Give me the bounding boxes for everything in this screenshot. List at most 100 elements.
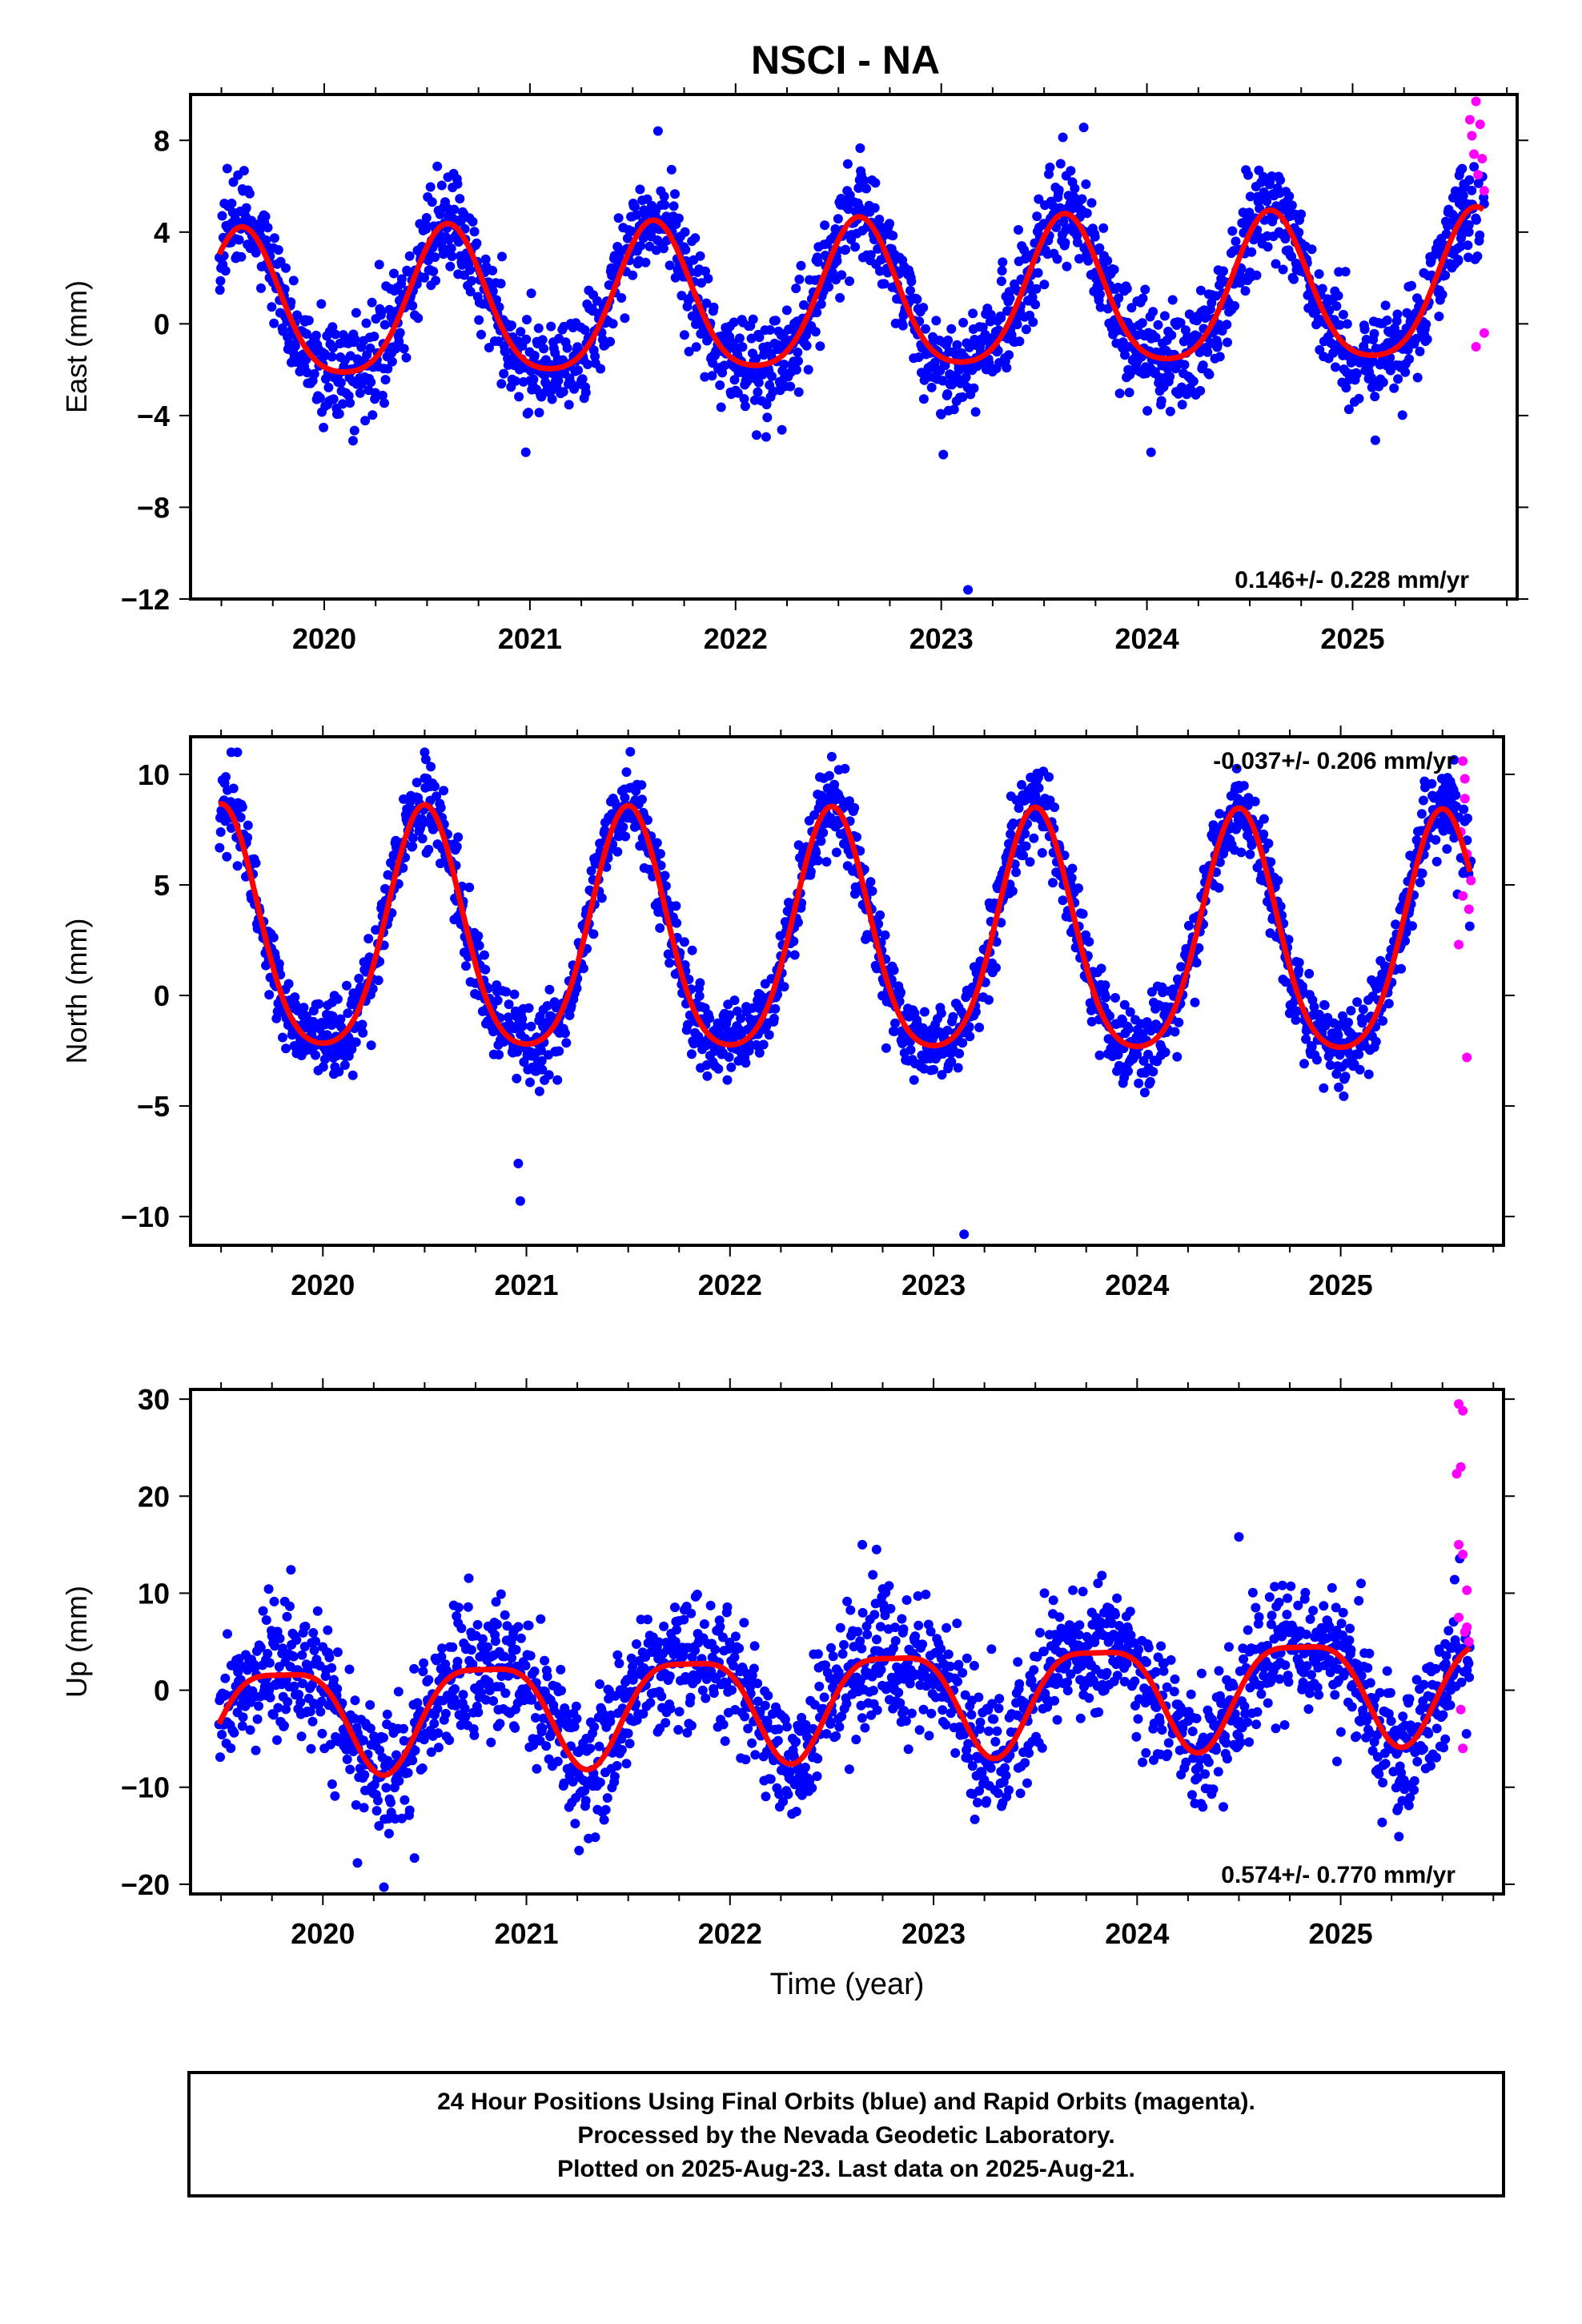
final-point bbox=[244, 188, 255, 199]
final-point bbox=[522, 315, 532, 325]
final-point bbox=[379, 398, 389, 408]
final-point bbox=[595, 1679, 605, 1689]
final-point bbox=[716, 402, 726, 412]
y-tick-label: 10 bbox=[138, 1577, 170, 1610]
final-point bbox=[564, 400, 574, 410]
rapid-point bbox=[1471, 342, 1481, 352]
final-point bbox=[1273, 875, 1283, 886]
final-point bbox=[968, 308, 978, 319]
final-point bbox=[715, 1622, 725, 1632]
final-point bbox=[468, 216, 478, 227]
final-point bbox=[699, 1619, 709, 1629]
final-point bbox=[1383, 999, 1394, 1009]
final-point bbox=[272, 1735, 282, 1745]
final-point bbox=[1304, 968, 1315, 979]
final-point bbox=[661, 1718, 671, 1728]
final-point bbox=[824, 282, 833, 292]
final-point bbox=[722, 1075, 733, 1085]
final-point bbox=[1382, 316, 1392, 325]
final-point bbox=[665, 1671, 675, 1682]
final-point bbox=[1431, 856, 1442, 866]
final-point bbox=[1358, 1004, 1368, 1015]
final-point bbox=[793, 356, 803, 366]
final-point bbox=[1021, 841, 1031, 851]
final-point bbox=[1359, 324, 1370, 335]
final-point bbox=[791, 283, 801, 294]
final-point bbox=[640, 257, 651, 267]
final-point bbox=[215, 827, 226, 837]
final-point bbox=[1440, 270, 1451, 280]
final-point bbox=[512, 1073, 522, 1084]
final-point bbox=[439, 786, 449, 796]
final-point bbox=[590, 1832, 600, 1843]
final-point bbox=[570, 1819, 580, 1829]
final-point bbox=[528, 374, 539, 384]
final-point bbox=[365, 1700, 375, 1710]
final-point bbox=[659, 191, 669, 202]
x-tick-label: 2020 bbox=[291, 1917, 355, 1950]
final-point bbox=[813, 257, 823, 267]
final-point bbox=[765, 325, 775, 335]
final-point bbox=[1421, 320, 1431, 329]
final-point bbox=[578, 963, 588, 974]
final-point bbox=[952, 340, 962, 350]
final-point bbox=[1287, 251, 1297, 262]
y-axis-label: North (mm) bbox=[60, 919, 93, 1064]
final-point bbox=[1096, 963, 1106, 974]
final-point bbox=[1215, 352, 1225, 362]
final-point bbox=[546, 321, 556, 332]
final-point bbox=[842, 159, 853, 169]
final-point bbox=[1091, 273, 1102, 283]
final-point bbox=[1397, 410, 1407, 420]
final-point bbox=[1418, 795, 1428, 806]
final-point bbox=[327, 322, 338, 332]
final-point bbox=[612, 1650, 623, 1660]
final-point bbox=[315, 1707, 326, 1717]
final-point bbox=[1139, 1088, 1150, 1098]
final-point bbox=[1320, 1020, 1331, 1031]
final-point bbox=[540, 1655, 550, 1666]
final-point bbox=[360, 416, 371, 426]
final-point bbox=[1102, 304, 1113, 314]
y-tick-label: 10 bbox=[138, 758, 170, 791]
final-point bbox=[342, 1754, 352, 1764]
final-point bbox=[938, 376, 948, 386]
final-point bbox=[357, 1019, 367, 1030]
final-point bbox=[1236, 847, 1247, 858]
final-point bbox=[1343, 1017, 1353, 1027]
x-tick-label: 2023 bbox=[901, 1269, 966, 1301]
final-point bbox=[791, 364, 801, 375]
y-tick-label: −10 bbox=[121, 1771, 170, 1804]
final-point bbox=[1213, 340, 1223, 349]
final-point bbox=[912, 294, 922, 304]
final-point bbox=[480, 254, 491, 264]
final-point bbox=[779, 982, 789, 992]
final-point bbox=[383, 364, 393, 374]
final-point bbox=[1123, 1066, 1133, 1076]
final-point bbox=[344, 1664, 355, 1675]
final-point bbox=[685, 1692, 696, 1703]
final-point bbox=[288, 275, 299, 286]
y-tick-label: −5 bbox=[137, 1090, 170, 1123]
final-point bbox=[1123, 1023, 1134, 1034]
final-point bbox=[1393, 374, 1403, 384]
final-point bbox=[931, 316, 942, 326]
final-point bbox=[1407, 280, 1416, 291]
final-point-outlier bbox=[963, 585, 974, 595]
final-point bbox=[394, 336, 404, 347]
final-point bbox=[495, 1719, 505, 1729]
rapid-point bbox=[1473, 170, 1484, 180]
rapid-point bbox=[1458, 891, 1468, 901]
final-point bbox=[729, 317, 739, 328]
final-point bbox=[1145, 1076, 1155, 1087]
final-point bbox=[399, 344, 409, 354]
final-point bbox=[1380, 300, 1391, 311]
final-point bbox=[1165, 372, 1175, 382]
final-point bbox=[408, 1755, 418, 1766]
final-point bbox=[1074, 883, 1083, 894]
final-point bbox=[264, 990, 275, 1000]
y-axis-label: East (mm) bbox=[60, 280, 93, 413]
final-point bbox=[674, 1707, 685, 1717]
final-point bbox=[718, 1719, 729, 1730]
final-point bbox=[1084, 937, 1094, 947]
